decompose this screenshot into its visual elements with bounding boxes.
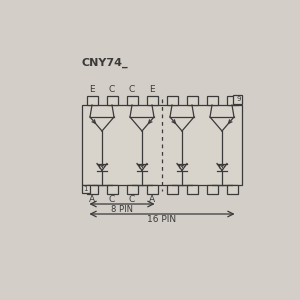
Bar xyxy=(226,96,238,105)
Text: C: C xyxy=(109,195,115,204)
Bar xyxy=(86,96,98,105)
Bar xyxy=(167,185,178,194)
Bar xyxy=(82,105,242,185)
Text: CNY74_: CNY74_ xyxy=(82,58,129,68)
Bar xyxy=(226,185,238,194)
Bar xyxy=(206,185,218,194)
Bar xyxy=(187,185,197,194)
Text: 1: 1 xyxy=(83,186,88,192)
Text: C: C xyxy=(129,85,135,94)
Bar xyxy=(206,96,218,105)
Text: E: E xyxy=(149,85,155,94)
Bar xyxy=(106,96,118,105)
Text: 8 PIN: 8 PIN xyxy=(111,205,133,214)
Text: A: A xyxy=(149,195,155,204)
Text: C: C xyxy=(129,195,135,204)
Bar xyxy=(167,96,178,105)
Bar xyxy=(86,185,98,194)
Bar xyxy=(233,95,242,104)
Bar xyxy=(127,96,137,105)
Text: 16 PIN: 16 PIN xyxy=(147,215,177,224)
Bar xyxy=(146,96,158,105)
Bar xyxy=(187,96,197,105)
Text: 9: 9 xyxy=(236,96,241,102)
Bar xyxy=(127,185,137,194)
Text: C: C xyxy=(109,85,115,94)
Text: A: A xyxy=(89,195,95,204)
Text: E: E xyxy=(89,85,95,94)
Bar xyxy=(82,185,90,193)
Bar xyxy=(146,185,158,194)
Bar xyxy=(106,185,118,194)
